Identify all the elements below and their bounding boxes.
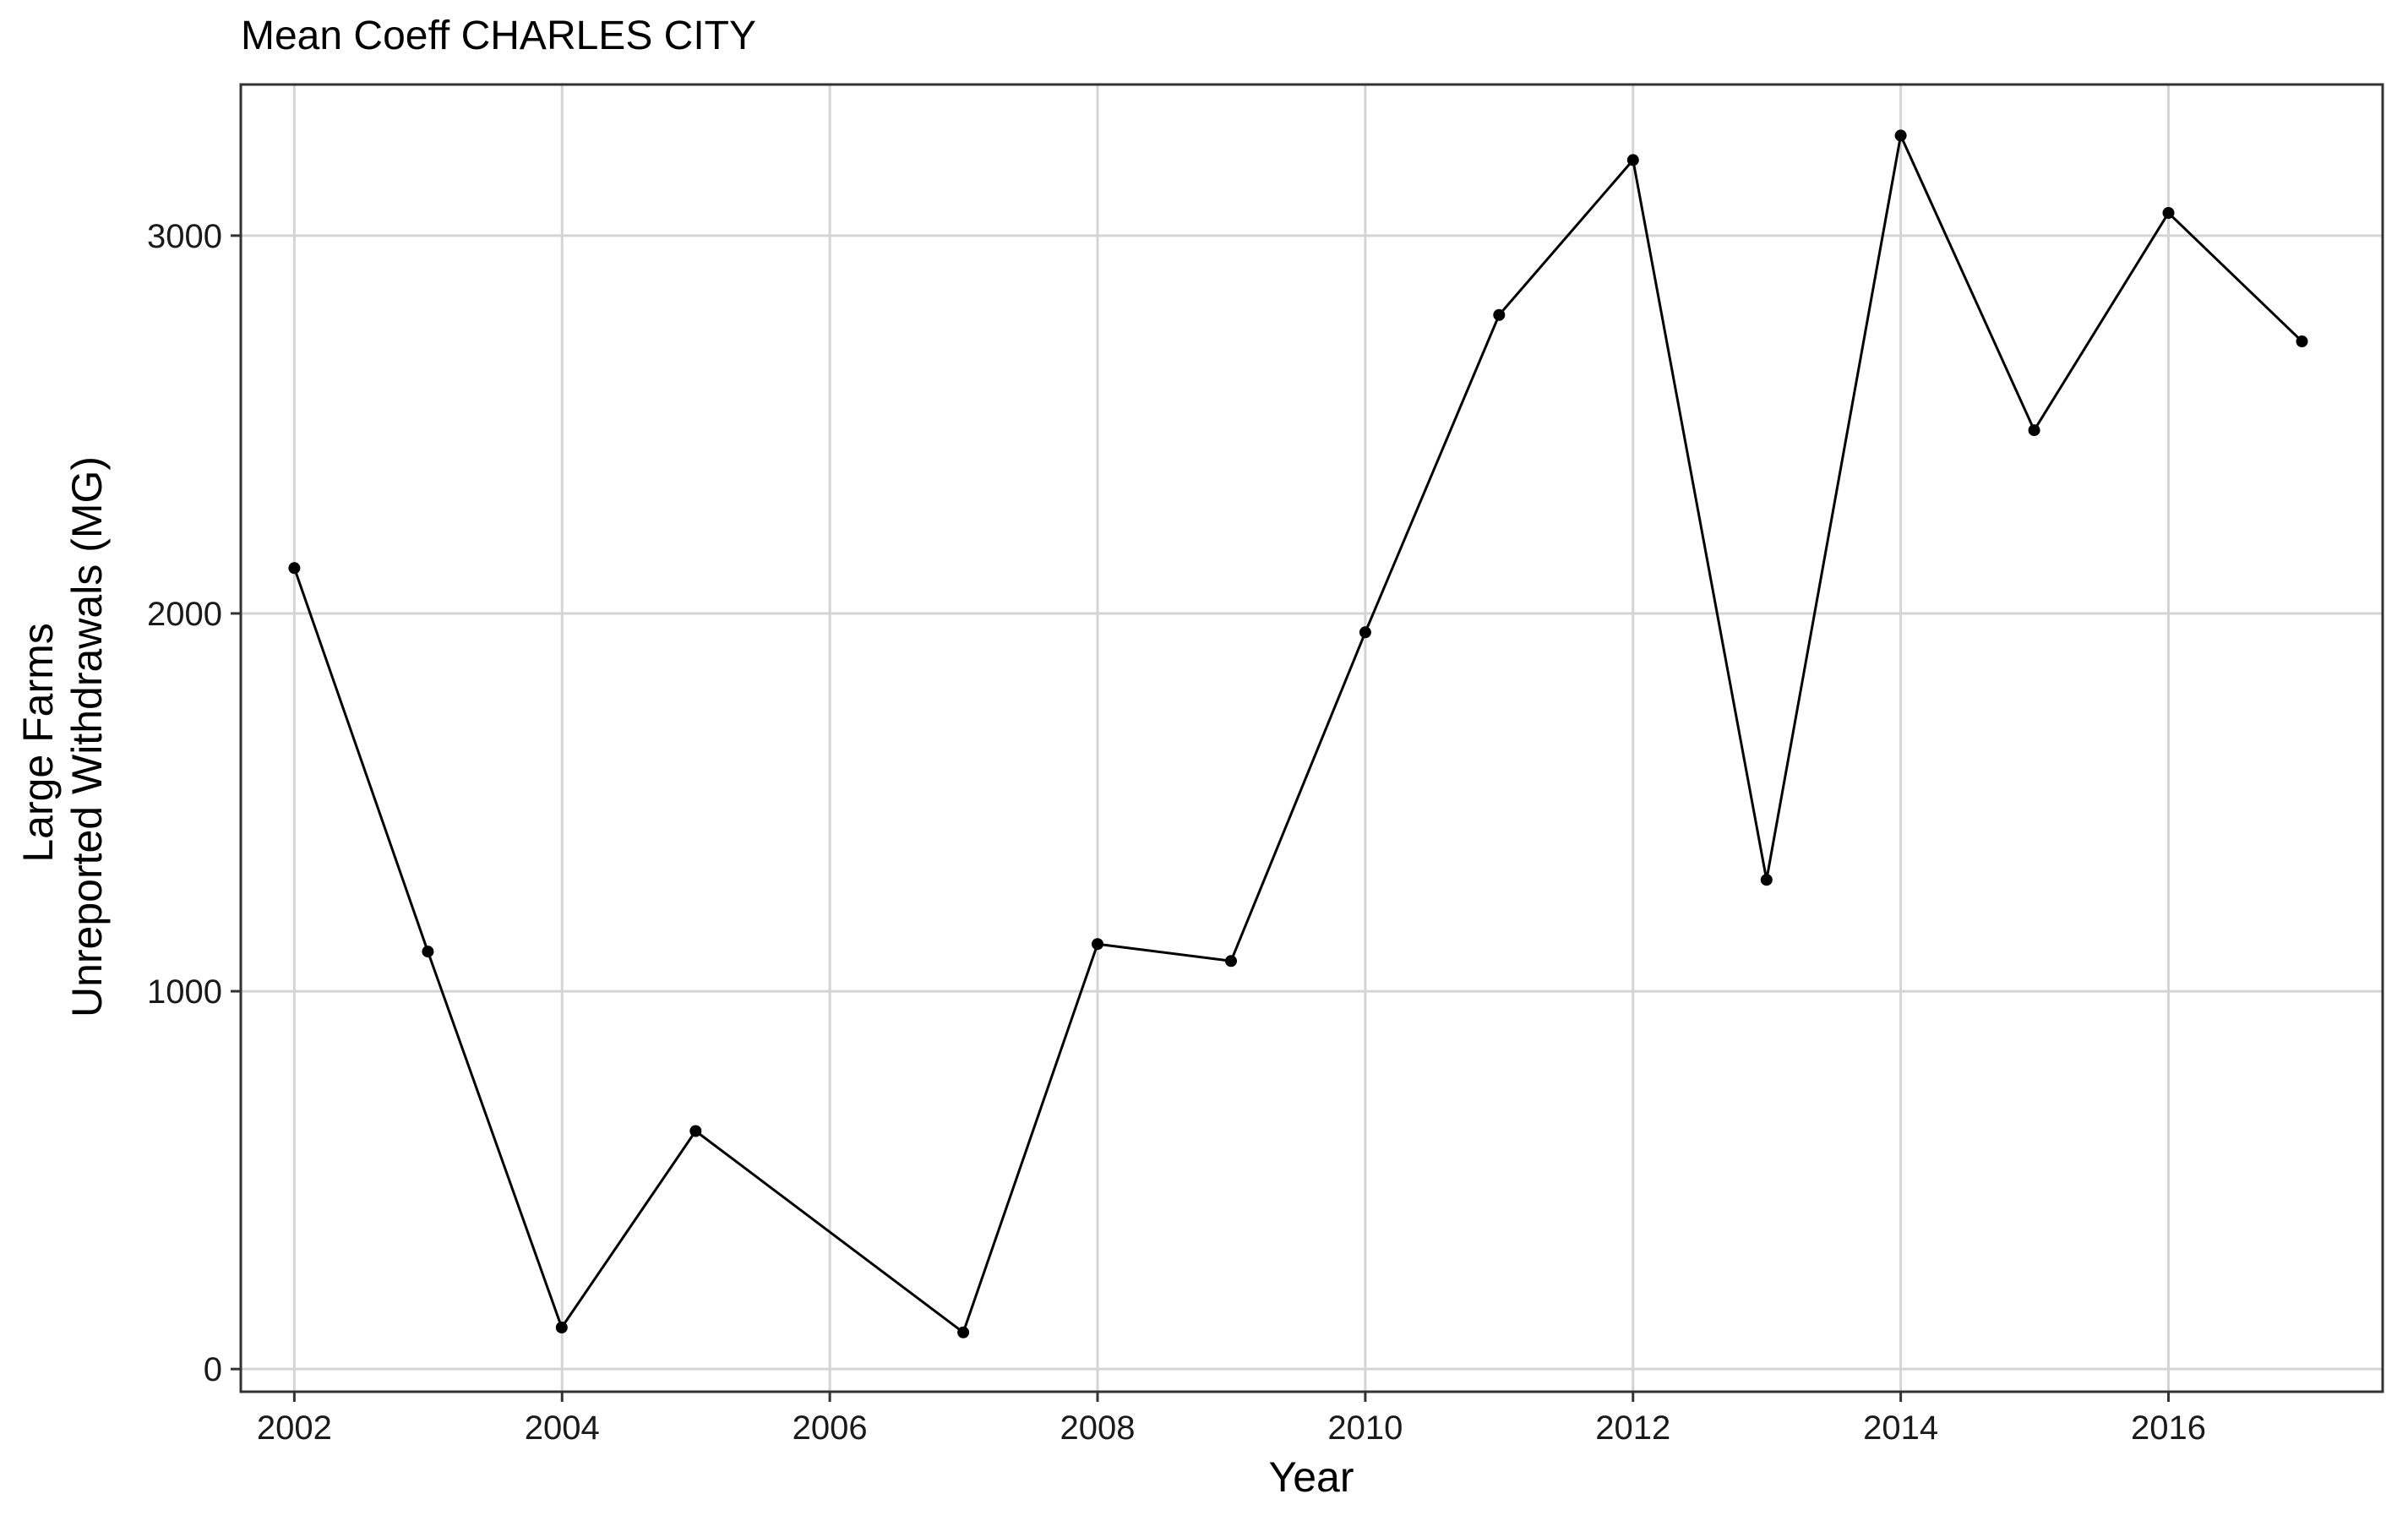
x-tick-label: 2014 — [1863, 1409, 1938, 1447]
data-point — [2028, 424, 2040, 437]
x-tick-label: 2012 — [1595, 1409, 1670, 1447]
x-tick-label: 2006 — [793, 1409, 868, 1447]
x-axis: 2002 2004 2006 2008 2010 2012 2014 2016 — [257, 1392, 2206, 1447]
x-tick-label: 2016 — [2131, 1409, 2206, 1447]
chart-title: Mean Coeff CHARLES CITY — [241, 14, 756, 58]
data-point — [689, 1125, 702, 1137]
y-tick-label: 0 — [204, 1351, 222, 1388]
x-tick-label: 2010 — [1327, 1409, 1403, 1447]
plot-panel-border — [239, 83, 2384, 1393]
grid-lines — [241, 84, 2383, 1392]
x-tick-label: 2008 — [1060, 1409, 1136, 1447]
y-tick-label: 3000 — [147, 218, 222, 255]
y-axis: 0 1000 2000 3000 — [147, 218, 241, 1388]
data-series — [288, 129, 2308, 1338]
data-point — [1493, 308, 1506, 321]
x-tick-label: 2002 — [257, 1409, 332, 1447]
data-point — [555, 1322, 568, 1333]
x-axis-title: Year — [1268, 1453, 1354, 1501]
data-point — [1092, 938, 1103, 951]
data-point — [1760, 874, 1773, 886]
data-point — [1626, 154, 1639, 166]
y-axis-title-line-1: Large Farms — [14, 623, 62, 862]
x-tick-label: 2004 — [525, 1409, 600, 1447]
y-tick-label: 2000 — [147, 596, 222, 633]
data-point — [1894, 129, 1907, 142]
y-tick-label: 1000 — [147, 973, 222, 1011]
y-axis-title-line-2: Unreported Withdrawals (MG) — [63, 456, 111, 1017]
data-point — [2296, 335, 2308, 347]
data-point — [1359, 626, 1371, 639]
y-axis-title: Large Farms Unreported Withdrawals (MG) — [14, 456, 111, 1017]
data-point — [288, 562, 301, 575]
series-line — [292, 134, 2303, 1334]
data-point — [422, 946, 434, 958]
data-point — [2162, 207, 2175, 219]
data-point — [957, 1326, 970, 1338]
data-point — [1225, 955, 1237, 968]
